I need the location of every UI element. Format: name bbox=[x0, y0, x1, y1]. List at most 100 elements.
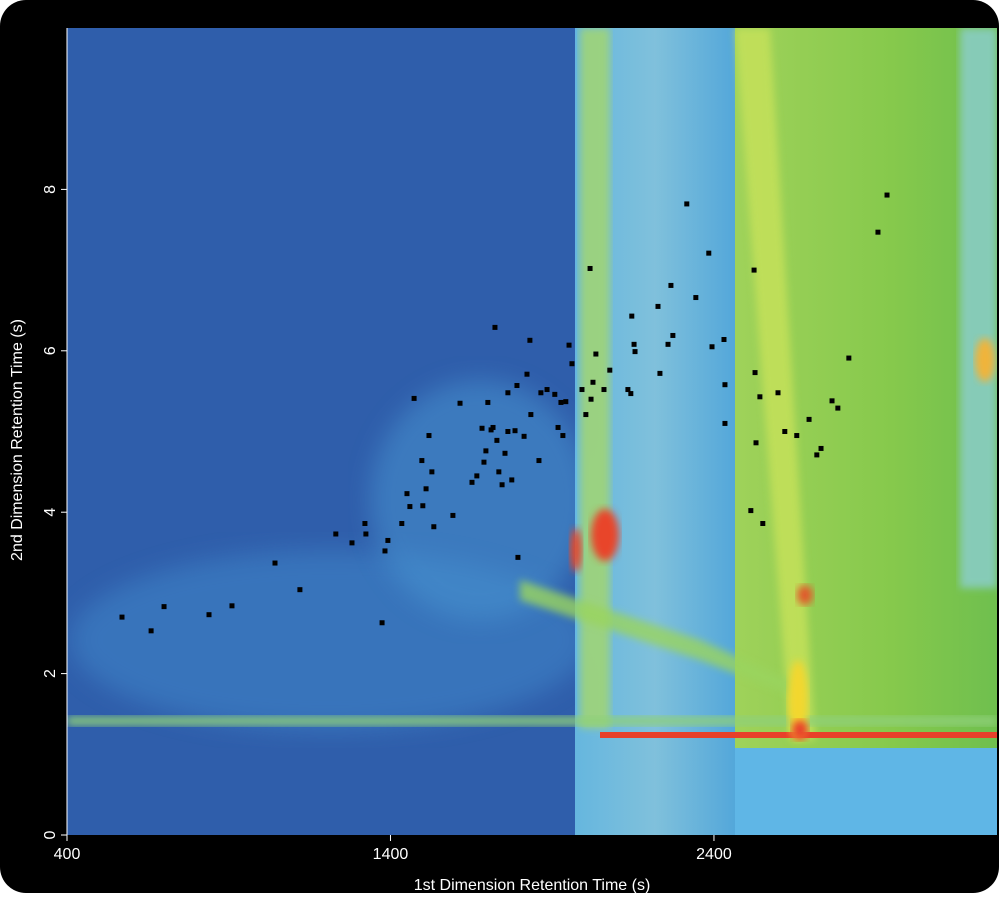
peak-marker bbox=[521, 433, 527, 439]
peak-marker bbox=[349, 540, 355, 546]
peak-marker bbox=[593, 351, 599, 357]
peak-marker bbox=[558, 399, 564, 405]
peak-marker bbox=[655, 303, 661, 309]
peak-marker bbox=[753, 440, 759, 446]
peak-marker bbox=[684, 201, 690, 207]
peak-marker bbox=[496, 469, 502, 475]
y-axis-label: 2nd Dimension Retention Time (s) bbox=[9, 319, 26, 561]
peak-marker bbox=[404, 491, 410, 497]
peak-marker bbox=[490, 424, 496, 430]
peak-marker bbox=[429, 469, 435, 475]
peak-marker bbox=[631, 341, 637, 347]
peak-marker bbox=[670, 332, 676, 338]
y-tick-label: 6 bbox=[42, 346, 59, 355]
peak-marker bbox=[479, 425, 485, 431]
peak-marker bbox=[706, 250, 712, 256]
peak-marker bbox=[450, 512, 456, 518]
peak-marker bbox=[512, 428, 518, 434]
peak-marker bbox=[722, 420, 728, 426]
y-tick-label: 2 bbox=[42, 669, 59, 678]
peak-marker bbox=[625, 387, 631, 393]
peak-marker bbox=[538, 390, 544, 396]
peak-marker bbox=[721, 337, 727, 343]
y-tick-label: 4 bbox=[42, 508, 59, 517]
peak-marker bbox=[544, 387, 550, 393]
peak-marker bbox=[579, 387, 585, 393]
peak-marker bbox=[362, 520, 368, 526]
peak-marker bbox=[782, 429, 788, 434]
y-tick-label: 0 bbox=[42, 830, 59, 839]
peak-marker bbox=[469, 479, 475, 485]
peak-marker bbox=[607, 367, 613, 373]
peak-marker bbox=[552, 391, 558, 397]
peak-marker bbox=[407, 504, 413, 510]
peak-marker bbox=[560, 433, 566, 439]
peak-marker bbox=[563, 399, 569, 405]
peak-marker bbox=[775, 390, 781, 396]
peak-marker bbox=[566, 342, 572, 348]
peak-marker bbox=[527, 337, 533, 343]
peak-marker bbox=[628, 391, 634, 397]
peak-marker bbox=[601, 387, 607, 393]
peak-marker bbox=[806, 416, 812, 422]
peak-marker bbox=[514, 383, 520, 389]
peak-marker bbox=[569, 361, 575, 367]
peak-marker bbox=[411, 395, 417, 401]
peak-marker bbox=[587, 265, 593, 271]
peak-marker bbox=[524, 371, 530, 377]
peak-marker bbox=[757, 394, 763, 400]
peak-marker bbox=[399, 520, 405, 526]
peak-marker bbox=[297, 587, 303, 593]
peak-marker bbox=[148, 628, 154, 634]
peak-marker bbox=[884, 192, 890, 198]
x-tick-label: 2400 bbox=[696, 846, 732, 863]
peak-marker bbox=[494, 437, 500, 443]
peak-marker bbox=[657, 370, 663, 376]
peak-marker bbox=[492, 324, 498, 330]
peak-marker bbox=[457, 400, 463, 406]
peak-marker bbox=[829, 398, 835, 404]
peak-marker bbox=[760, 520, 766, 526]
peak-marker bbox=[420, 503, 426, 509]
peak-marker bbox=[555, 424, 561, 430]
peak-marker bbox=[161, 604, 167, 610]
peak-marker bbox=[668, 282, 674, 288]
peak-marker bbox=[536, 458, 542, 464]
peak-marker bbox=[751, 267, 757, 273]
heatmap bbox=[67, 28, 997, 835]
peak-marker bbox=[423, 486, 429, 492]
peak-marker bbox=[385, 537, 391, 543]
peak-marker bbox=[206, 612, 212, 618]
peak-marker bbox=[483, 448, 489, 454]
peak-marker bbox=[272, 560, 278, 566]
peak-marker bbox=[431, 524, 437, 530]
x-tick-label: 1400 bbox=[373, 846, 409, 863]
peak-marker bbox=[846, 355, 852, 361]
peak-marker bbox=[474, 473, 480, 479]
y-tick-label: 8 bbox=[42, 185, 59, 194]
peak-marker bbox=[481, 459, 487, 465]
peak-marker bbox=[229, 603, 235, 609]
peak-marker bbox=[505, 429, 511, 434]
peak-marker bbox=[709, 344, 715, 350]
peak-marker bbox=[835, 405, 841, 411]
peak-marker bbox=[419, 458, 425, 464]
peak-marker bbox=[794, 433, 800, 439]
peak-marker bbox=[382, 548, 388, 554]
peak-marker bbox=[693, 295, 699, 301]
peak-marker bbox=[505, 390, 511, 396]
peak-marker bbox=[528, 412, 534, 418]
peak-marker bbox=[119, 614, 125, 620]
peak-marker bbox=[426, 433, 432, 439]
peak-marker bbox=[583, 412, 589, 418]
peak-marker bbox=[515, 554, 521, 560]
peak-marker bbox=[588, 396, 594, 402]
peak-marker bbox=[814, 452, 820, 458]
peak-marker bbox=[722, 382, 728, 388]
peak-marker bbox=[632, 349, 638, 355]
peak-marker bbox=[509, 477, 515, 483]
peak-marker bbox=[590, 379, 596, 385]
peak-marker bbox=[485, 399, 491, 405]
x-axis-label: 1st Dimension Retention Time (s) bbox=[414, 877, 651, 893]
